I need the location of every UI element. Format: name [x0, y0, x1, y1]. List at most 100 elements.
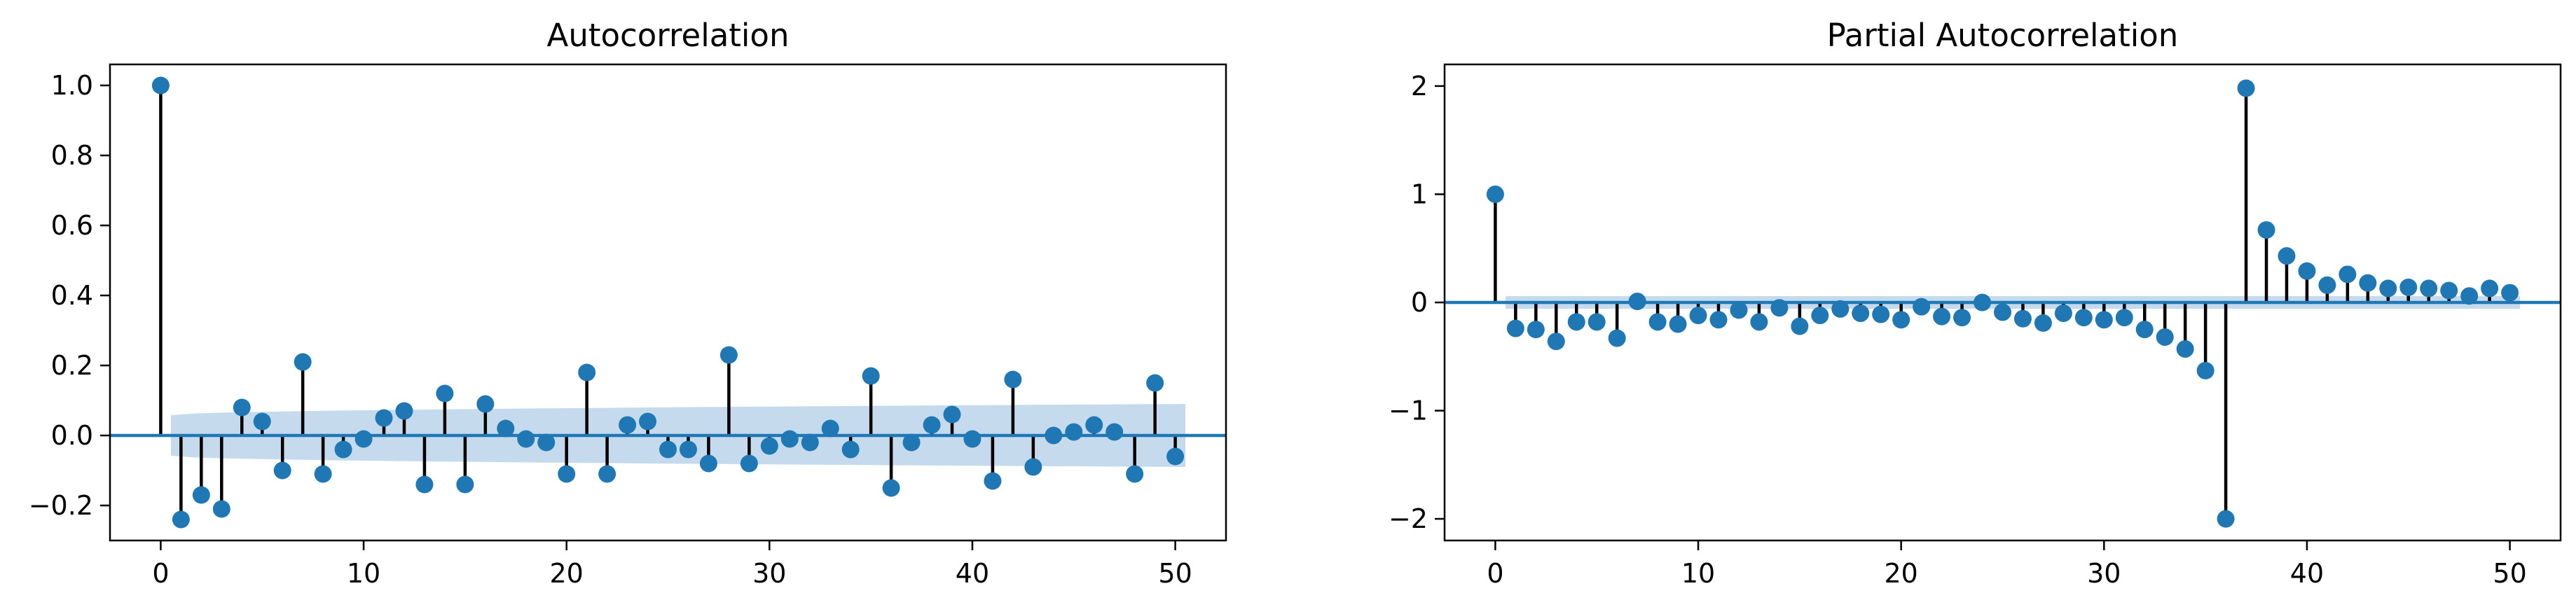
pacf-point-48 [2460, 287, 2479, 305]
pacf-point-9 [1669, 315, 1687, 333]
acf-xtick-label-40: 40 [956, 558, 989, 589]
acf-chart: 0 10 20 30 40 50 −0.2 0.0 0.2 0.4 0.6 0.8 1.0 Autocor… [29, 17, 1227, 589]
acf-point-35 [862, 367, 880, 385]
acf-point-10 [354, 430, 373, 448]
acf-point-48 [1126, 465, 1144, 483]
pacf-point-16 [1811, 307, 1829, 325]
acf-point-43 [1024, 458, 1042, 476]
acf-xtick-label-30: 30 [752, 558, 786, 589]
pacf-point-29 [2074, 309, 2093, 327]
pacf-point-43 [2359, 274, 2377, 292]
acf-point-20 [558, 465, 576, 483]
pacf-ytick-label-0: −2 [1389, 503, 1428, 534]
pacf-point-44 [2379, 279, 2397, 298]
pacf-xtick-label-20: 20 [1885, 558, 1918, 589]
pacf-point-21 [1913, 298, 1931, 316]
acf-point-37 [902, 433, 921, 452]
acf-point-13 [415, 475, 434, 494]
acf-point-34 [841, 440, 860, 459]
acf-point-33 [821, 419, 839, 438]
acf-ytick-label-2: 0.2 [51, 350, 93, 381]
pacf-point-19 [1872, 305, 1890, 323]
pacf-point-20 [1892, 311, 1910, 329]
pacf-point-40 [2298, 262, 2316, 280]
pacf-point-8 [1648, 313, 1667, 331]
pacf-point-38 [2257, 221, 2275, 239]
pacf-point-34 [2176, 340, 2194, 358]
acf-point-3 [212, 500, 230, 518]
acf-point-36 [882, 479, 900, 497]
acf-point-2 [192, 486, 210, 504]
acf-ytick-label-6: 1.0 [51, 70, 93, 101]
pacf-ytick-label-4: 2 [1411, 71, 1428, 102]
acf-point-17 [497, 419, 515, 438]
acf-ytick-label-0: −0.2 [29, 490, 93, 521]
pacf-point-39 [2278, 247, 2296, 265]
pacf-point-46 [2420, 279, 2438, 298]
pacf-point-25 [1994, 303, 2011, 321]
pacf-point-35 [2196, 361, 2215, 379]
acf-ytick-label-1: 0.0 [51, 420, 93, 451]
pacf-point-24 [1974, 293, 1992, 312]
pacf-point-0 [1486, 185, 1504, 203]
acf-xtick-label-20: 20 [550, 558, 584, 589]
pacf-xtick-label-0: 0 [1487, 558, 1503, 589]
acf-xtick-label-50: 50 [1158, 558, 1192, 589]
acf-point-27 [699, 454, 717, 473]
acf-point-28 [719, 346, 738, 364]
acf-point-25 [659, 440, 677, 459]
pacf-point-14 [1770, 299, 1789, 317]
pacf-xtick-label-50: 50 [2493, 558, 2526, 589]
pacf-ytick-label-2: 0 [1411, 287, 1428, 318]
pacf-xtick-label-30: 30 [2087, 558, 2121, 589]
acf-point-8 [314, 465, 332, 483]
pacf-point-27 [2034, 314, 2052, 332]
acf-point-7 [294, 353, 312, 371]
pacf-point-7 [1628, 292, 1646, 310]
acf-point-41 [984, 472, 1002, 490]
acf-ytick-label-5: 0.8 [51, 140, 93, 171]
acf-point-0 [151, 76, 170, 95]
pacf-point-3 [1547, 333, 1565, 351]
pacf-point-13 [1750, 313, 1768, 331]
acf-ytick-label-3: 0.4 [51, 280, 93, 311]
acf-point-5 [253, 412, 271, 431]
pacf-point-18 [1852, 304, 1870, 322]
pacf-point-17 [1831, 300, 1850, 318]
acf-xtick-label-10: 10 [347, 558, 380, 589]
pacf-ytick-label-1: −1 [1389, 396, 1428, 426]
pacf-xtick-label-40: 40 [2290, 558, 2324, 589]
acf-point-31 [780, 430, 799, 448]
pacf-point-6 [1608, 329, 1626, 347]
acf-point-9 [334, 440, 352, 459]
acf-point-50 [1166, 447, 1185, 466]
pacf-point-26 [2013, 309, 2032, 328]
pacf-point-28 [2054, 304, 2072, 322]
pacf-point-47 [2440, 281, 2458, 300]
pacf-ytick-label-3: 1 [1411, 179, 1428, 209]
acf-point-24 [639, 412, 657, 431]
acf-point-49 [1146, 374, 1164, 392]
acf-point-16 [476, 395, 495, 413]
pacf-point-42 [2339, 265, 2357, 284]
pacf-chart: 0 10 20 30 40 50 −2 −1 0 1 2 Partial Autocorrelatio… [1389, 17, 2562, 589]
acf-point-46 [1085, 416, 1103, 434]
pacf-title: Partial Autocorrelation [1827, 17, 2179, 54]
acf-point-30 [760, 437, 778, 455]
pacf-point-37 [2237, 79, 2255, 97]
acf-point-39 [943, 405, 961, 424]
pacf-xtick-label-10: 10 [1681, 558, 1715, 589]
acf-ytick-label-4: 0.6 [51, 210, 93, 241]
pacf-point-15 [1791, 317, 1809, 335]
pacf-point-31 [2115, 309, 2133, 327]
acf-point-42 [1004, 370, 1022, 389]
acf-point-12 [395, 402, 413, 420]
acf-point-15 [456, 475, 474, 494]
acf-point-19 [537, 433, 556, 452]
acf-point-26 [679, 440, 697, 459]
pacf-point-49 [2481, 279, 2499, 298]
pacf-point-2 [1527, 321, 1545, 339]
acf-xtick-label-0: 0 [152, 558, 169, 589]
pacf-point-50 [2501, 284, 2519, 302]
